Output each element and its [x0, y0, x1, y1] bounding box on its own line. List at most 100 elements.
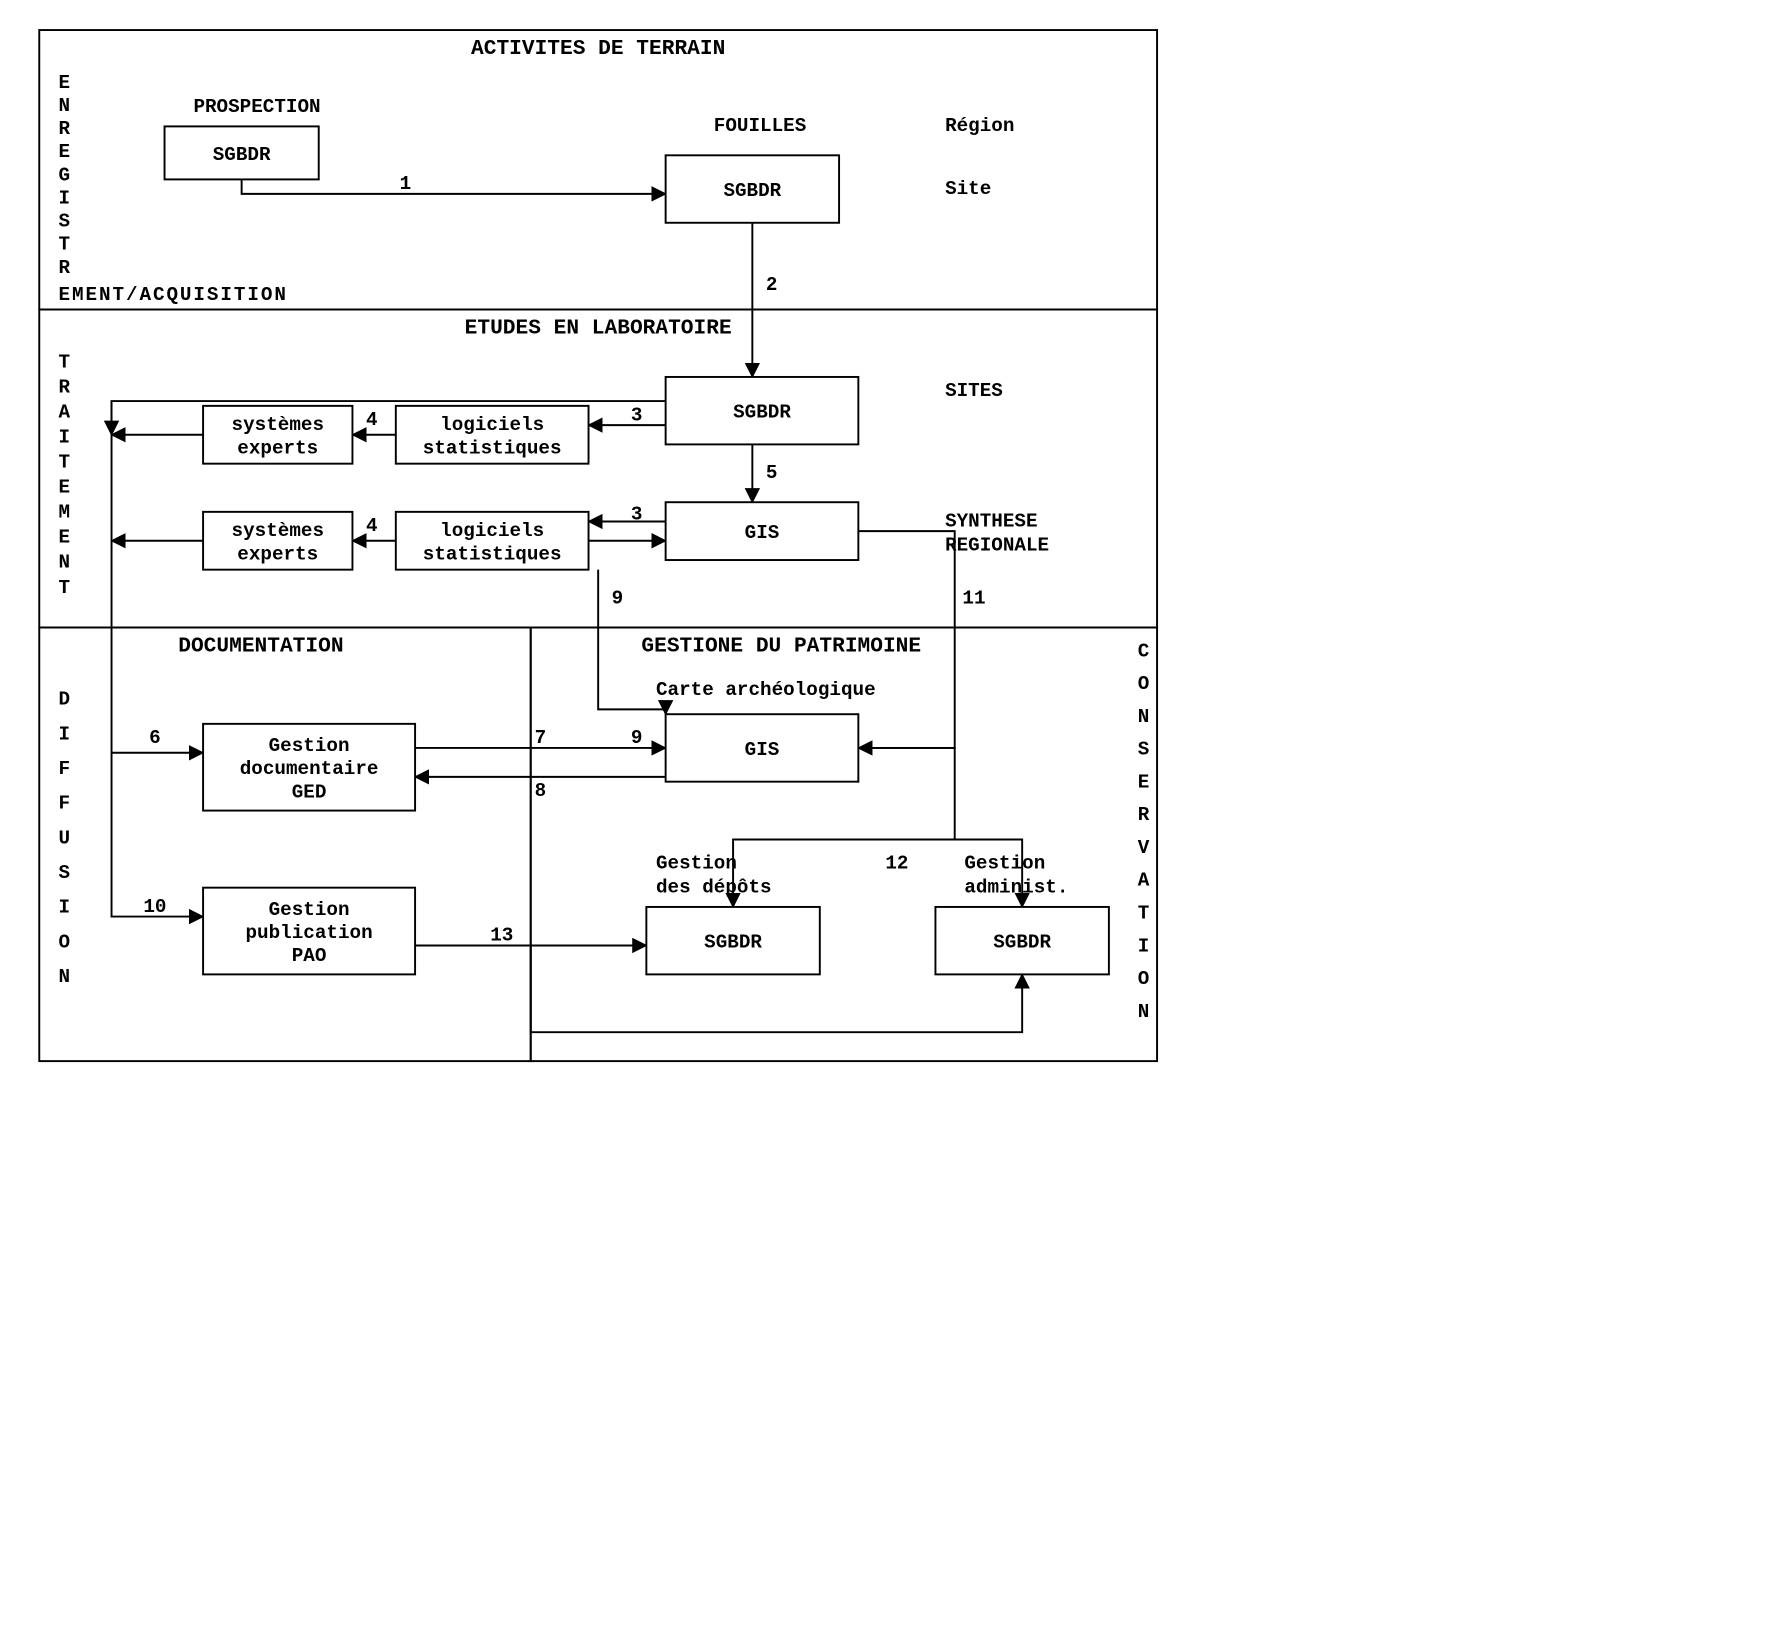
node-n5: systèmesexperts [203, 406, 352, 464]
edge-label-e3: 3 [631, 404, 643, 426]
edge-label-e7: 4 [366, 515, 378, 537]
svg-text:N: N [59, 966, 73, 988]
flowchart-diagram: ACTIVITES DE TERRAINETUDES EN LABORATOIR… [20, 20, 1176, 1081]
edge-label-e13: 13 [490, 925, 513, 947]
svg-text:T: T [59, 452, 73, 474]
node-n3: SGBDR [666, 377, 859, 444]
free-label-fl9b: administ. [964, 876, 1068, 898]
svg-text:ACTIVITES DE TERRAIN: ACTIVITES DE TERRAIN [471, 37, 725, 61]
svg-text:T: T [59, 577, 73, 599]
svg-text:Gestion: Gestion [269, 899, 350, 921]
svg-text:logiciels: logiciels [440, 520, 544, 542]
node-n13: SGBDR [935, 907, 1108, 974]
svg-text:E: E [59, 72, 73, 94]
free-label-fl9: Gestion [964, 852, 1045, 874]
svg-text:logiciels: logiciels [440, 414, 544, 436]
svg-text:publication: publication [245, 922, 372, 944]
node-n4: logicielsstatistiques [396, 406, 589, 464]
svg-text:PAO: PAO [292, 945, 327, 967]
svg-text:SGBDR: SGBDR [213, 144, 271, 166]
svg-text:R: R [59, 376, 73, 398]
svg-text:D: D [59, 689, 73, 711]
node-n11: GIS [666, 714, 859, 781]
free-label-fl3: Région [945, 115, 1014, 137]
node-n6: GIS [666, 502, 859, 560]
svg-text:E: E [59, 527, 73, 549]
svg-text:EMENT/ACQUISITION: EMENT/ACQUISITION [59, 284, 288, 306]
svg-text:F: F [59, 758, 73, 780]
svg-text:experts: experts [237, 437, 318, 459]
svg-text:C: C [1138, 640, 1152, 662]
svg-text:M: M [59, 502, 73, 524]
vertical-label-vlab3: DIFFUSION [59, 689, 73, 989]
svg-text:N: N [1138, 1001, 1152, 1023]
node-n9: GestiondocumentaireGED [203, 724, 415, 811]
edge-label-e9arrow: 9 [631, 727, 643, 749]
svg-text:E: E [59, 477, 73, 499]
svg-text:V: V [1138, 837, 1152, 859]
svg-text:T: T [59, 351, 73, 373]
svg-text:O: O [1138, 673, 1152, 695]
edge-e10arrow [112, 753, 204, 917]
svg-text:O: O [1138, 968, 1152, 990]
svg-text:F: F [59, 793, 73, 815]
svg-text:N: N [59, 552, 73, 574]
free-label-fl6: SYNTHESE [945, 510, 1038, 532]
svg-text:R: R [1138, 804, 1152, 826]
edge-label-e8arrow: 8 [535, 780, 547, 802]
edge-label-e1: 1 [400, 173, 412, 195]
vertical-label-vlab2: TRAITEMENT [59, 351, 73, 598]
svg-text:S: S [59, 862, 73, 884]
svg-text:A: A [1138, 870, 1152, 892]
edge-label-e7arrow: 7 [535, 727, 547, 749]
free-label-fl2: FOUILLES [714, 115, 807, 137]
edge-label-e2: 2 [766, 274, 778, 296]
edge-label-e10arrow: 10 [143, 896, 166, 918]
free-label-fl8: Gestion [656, 852, 737, 874]
svg-text:E: E [59, 141, 73, 163]
svg-text:GIS: GIS [745, 739, 780, 761]
free-label-fl8b: des dépôts [656, 876, 772, 898]
node-n12: SGBDR [646, 907, 819, 974]
svg-text:I: I [59, 723, 73, 745]
edge-label-e4: 4 [366, 409, 378, 431]
edge-label-e9a: 9 [612, 587, 624, 609]
free-label-fl7: Carte archéologique [656, 679, 876, 701]
svg-text:U: U [59, 827, 73, 849]
section-sec3a [39, 627, 530, 1061]
svg-text:systèmes: systèmes [232, 414, 325, 436]
node-n2: SGBDR [666, 155, 839, 222]
svg-text:I: I [59, 187, 73, 209]
svg-text:I: I [1138, 935, 1152, 957]
svg-text:S: S [59, 211, 73, 233]
svg-text:E: E [1138, 771, 1152, 793]
svg-text:GIS: GIS [745, 522, 780, 544]
svg-text:A: A [59, 401, 73, 423]
svg-text:GESTIONE DU PATRIMOINE: GESTIONE DU PATRIMOINE [641, 635, 921, 659]
vertical-label-vlab4: CONSERVATION [1138, 640, 1152, 1022]
edge-label-e6arrow: 6 [149, 727, 161, 749]
svg-text:systèmes: systèmes [232, 520, 325, 542]
svg-text:GED: GED [292, 781, 327, 803]
edge-label-e11a: 11 [962, 587, 985, 609]
svg-text:Gestion: Gestion [269, 735, 350, 757]
svg-text:S: S [1138, 739, 1152, 761]
edge-e1 [242, 179, 666, 193]
svg-text:SGBDR: SGBDR [723, 180, 781, 202]
svg-text:T: T [59, 234, 73, 256]
svg-text:G: G [59, 164, 73, 186]
svg-text:N: N [1138, 706, 1152, 728]
free-label-fl1: PROSPECTION [193, 96, 320, 118]
svg-text:experts: experts [237, 543, 318, 565]
svg-text:O: O [59, 931, 73, 953]
node-n10: GestionpublicationPAO [203, 888, 415, 975]
svg-text:SGBDR: SGBDR [733, 402, 791, 424]
svg-text:R: R [59, 257, 73, 279]
node-n7: logicielsstatistiques [396, 512, 589, 570]
node-n1: SGBDR [165, 126, 319, 179]
svg-text:R: R [59, 118, 73, 140]
free-label-fl4: Site [945, 178, 991, 200]
edge-label-e5: 5 [766, 462, 778, 484]
svg-text:SGBDR: SGBDR [704, 932, 762, 954]
svg-text:SGBDR: SGBDR [993, 932, 1051, 954]
